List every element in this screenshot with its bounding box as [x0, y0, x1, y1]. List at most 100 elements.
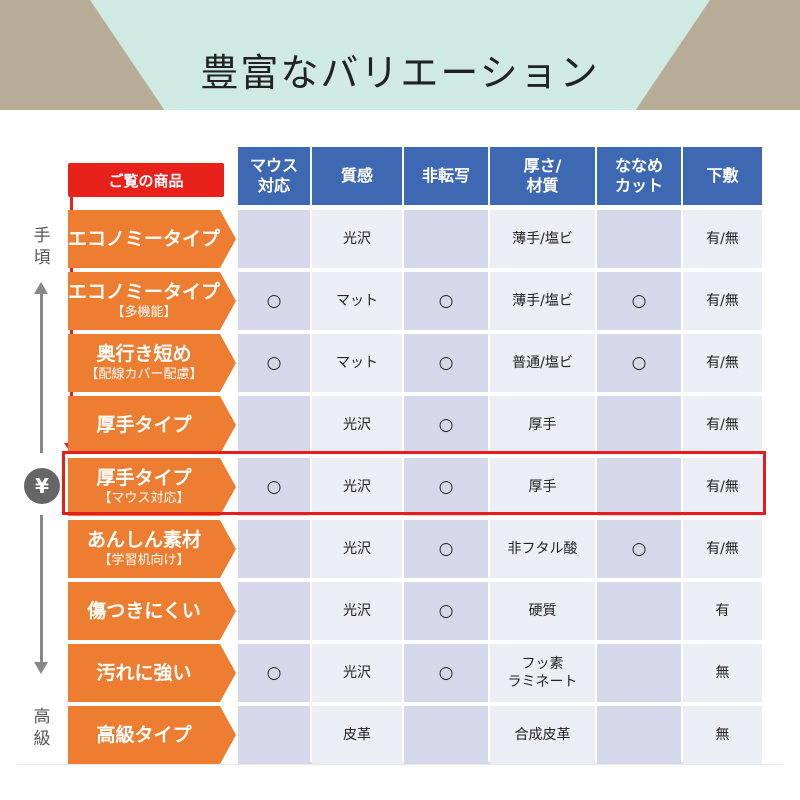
table-cell: 無: [715, 665, 730, 681]
table-row: [238, 458, 762, 516]
product-subtitle: 【配線カバー配慮】: [85, 367, 203, 382]
table-cell: ○: [631, 353, 647, 373]
table-cell: [238, 396, 310, 454]
table-cell: 有/無: [706, 479, 739, 495]
table-row: [238, 520, 762, 578]
table-cell: ○: [266, 477, 282, 497]
table-cell: 皮革: [343, 727, 371, 743]
table-cell: 有/無: [706, 355, 739, 371]
product-label: エコノミータイプ 【多機能】: [68, 272, 236, 330]
current-product-callout: ご覧の商品: [68, 163, 224, 197]
product-label: あんしん素材 【学習机向け】: [68, 520, 236, 578]
table-cell: 光沢: [343, 231, 371, 247]
table-cell: [597, 644, 681, 702]
product-label: 厚手タイプ【マウス対応】: [68, 458, 236, 516]
table-cell: [238, 210, 310, 268]
affordable-label: 手 頃: [33, 226, 51, 268]
title-banner: [90, 0, 710, 110]
product-label: エコノミータイプ: [68, 210, 236, 268]
table-cell: 硬質: [528, 603, 557, 619]
table-cell: [238, 520, 310, 578]
column-header: 厚さ/ 材質: [490, 147, 595, 205]
row-divider: [238, 640, 762, 644]
table-row: [238, 272, 762, 330]
product-label: 傷つきにくい: [68, 582, 236, 640]
product-label: 奥行き短め【配線カバー配慮】: [68, 334, 236, 392]
product-name: 傷つきにくい: [87, 600, 201, 622]
axis-line-up: [40, 288, 43, 453]
table-cell: 有: [715, 603, 730, 619]
table-cell: [597, 396, 681, 454]
column-divider: [595, 210, 597, 762]
table-cell: ○: [438, 353, 454, 373]
table-cell: [404, 210, 488, 268]
column-divider: [681, 210, 683, 762]
table-row: [238, 582, 762, 640]
product-label: 厚手タイプ: [68, 396, 236, 454]
table-cell: 厚手: [528, 417, 557, 433]
table-cell: 有/無: [706, 417, 739, 433]
table-cell: [597, 706, 681, 764]
table-cell: [597, 582, 681, 640]
table-cell: 光沢: [343, 541, 371, 557]
column-header: 質感: [312, 147, 402, 205]
table-row: [238, 706, 762, 764]
row-divider: [238, 392, 762, 396]
table-cell: 光沢: [343, 479, 371, 495]
table-cell: ○: [438, 539, 454, 559]
table-cell: フッ素 ラミネート: [507, 656, 578, 690]
table-cell: ○: [266, 353, 282, 373]
table-row: [238, 210, 762, 268]
table-row: [238, 644, 762, 702]
table-row: [238, 396, 762, 454]
table-cell: ○: [438, 663, 454, 683]
row-divider: [238, 330, 762, 334]
table-cell: [404, 706, 488, 764]
table-cell: ○: [631, 291, 647, 311]
table-cell: ○: [438, 601, 454, 621]
row-divider: [238, 516, 762, 520]
table-cell: 有/無: [706, 231, 739, 247]
table-cell: [597, 210, 681, 268]
bottom-divider: [18, 764, 782, 765]
product-name: 高級タイプ: [96, 724, 192, 746]
product-name: 厚手タイプ: [96, 414, 192, 436]
column-divider: [310, 210, 312, 762]
table-cell: [238, 582, 310, 640]
table-cell: 無: [715, 727, 730, 743]
table-cell: 光沢: [343, 665, 371, 681]
table-cell: 薄手/塩ビ: [512, 231, 573, 247]
page-title: 豊富なバリエーション: [200, 51, 600, 95]
column-header: 下敷: [683, 147, 762, 205]
table-cell: マット: [336, 293, 378, 309]
table-cell: 光沢: [343, 603, 371, 619]
table-cell: 厚手: [528, 479, 557, 495]
column-header: ななめ カット: [597, 147, 681, 205]
premium-label: 高 級: [33, 707, 51, 749]
product-name: 汚れに強い: [96, 662, 192, 684]
product-label: 高級タイプ: [68, 706, 236, 764]
table-cell: 有/無: [706, 541, 739, 557]
table-cell: ○: [266, 291, 282, 311]
table-cell: ○: [266, 663, 282, 683]
table-cell: 非フタル酸: [507, 541, 578, 557]
product-subtitle: 【多機能】: [111, 305, 177, 320]
table-cell: 合成皮革: [514, 727, 571, 743]
table-row: [238, 334, 762, 392]
product-name: あんしん素材: [86, 529, 201, 551]
table-cell: マット: [336, 355, 378, 371]
product-name: 厚手タイプ: [96, 467, 192, 489]
column-divider: [402, 210, 404, 762]
column-header: マウス 対応: [238, 147, 310, 205]
product-subtitle: 【マウス対応】: [98, 491, 190, 506]
table-cell: ○: [438, 291, 454, 311]
row-divider: [238, 578, 762, 582]
table-cell: ○: [631, 539, 647, 559]
product-name: 奥行き短め: [96, 343, 192, 365]
row-divider: [238, 268, 762, 272]
product-name: エコノミータイプ: [68, 228, 221, 250]
yen-icon: ¥: [24, 468, 60, 504]
current-product-highlight: [62, 451, 766, 515]
table-cell: [238, 706, 310, 764]
table-cell: ○: [438, 415, 454, 435]
